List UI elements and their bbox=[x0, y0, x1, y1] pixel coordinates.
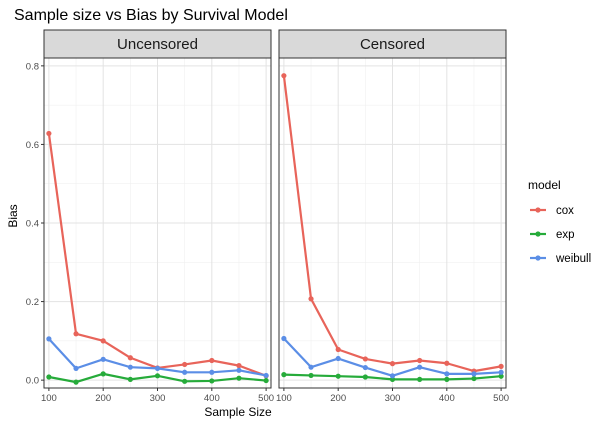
x-tick-label: 500 bbox=[493, 393, 509, 404]
x-tick-label: 400 bbox=[439, 393, 455, 404]
x-tick-label: 300 bbox=[150, 393, 166, 404]
data-point-weibull bbox=[417, 364, 423, 370]
data-point-cox bbox=[308, 296, 314, 302]
data-point-exp bbox=[209, 378, 215, 384]
x-tick-label: 500 bbox=[258, 393, 274, 404]
data-point-cox bbox=[182, 361, 188, 368]
data-point-weibull bbox=[236, 367, 242, 373]
data-point-weibull bbox=[100, 356, 106, 362]
data-point-weibull bbox=[263, 372, 269, 379]
legend-item-weibull: weibull bbox=[530, 253, 591, 265]
data-point-weibull bbox=[335, 355, 341, 362]
data-point-weibull bbox=[209, 369, 215, 375]
legend: model cox exp weibull bbox=[528, 178, 591, 265]
data-point-weibull bbox=[281, 335, 287, 342]
x-tick-label: 400 bbox=[204, 393, 220, 404]
data-point-weibull bbox=[444, 371, 450, 377]
y-tick-label: 0.2 bbox=[26, 297, 39, 308]
legend-key-point bbox=[535, 231, 541, 237]
legend-label: exp bbox=[556, 229, 575, 241]
data-point-weibull bbox=[389, 373, 396, 379]
x-tick-label: 200 bbox=[330, 393, 346, 404]
data-point-cox bbox=[73, 331, 79, 337]
data-point-cox bbox=[498, 363, 504, 369]
data-point-weibull bbox=[471, 371, 477, 377]
legend-item-exp: exp bbox=[530, 229, 575, 241]
data-point-cox bbox=[236, 363, 242, 369]
y-axis-title: Bias bbox=[6, 204, 20, 227]
data-point-weibull bbox=[498, 369, 504, 375]
data-point-exp bbox=[182, 378, 188, 384]
data-point-cox bbox=[209, 357, 215, 364]
data-point-cox bbox=[281, 73, 287, 79]
data-point-exp bbox=[471, 375, 477, 382]
facet-strip-label: Uncensored bbox=[117, 36, 198, 53]
data-point-cox bbox=[100, 338, 106, 344]
legend-label: weibull bbox=[555, 253, 591, 265]
x-tick-label: 200 bbox=[95, 393, 111, 404]
data-point-exp bbox=[281, 372, 287, 378]
facet-strip bbox=[43, 29, 272, 59]
y-tick-label: 0.4 bbox=[26, 219, 39, 230]
x-tick-label: 100 bbox=[41, 393, 57, 404]
legend-key-point bbox=[535, 207, 541, 213]
data-point-exp bbox=[100, 371, 106, 377]
x-axis-title: Sample Size bbox=[204, 405, 272, 419]
data-point-cox bbox=[362, 356, 368, 362]
facet-panel-censored: Censored bbox=[278, 29, 507, 389]
data-point-weibull bbox=[308, 364, 314, 370]
legend-label: cox bbox=[556, 205, 574, 217]
data-point-weibull bbox=[154, 365, 161, 371]
data-point-weibull bbox=[127, 364, 133, 370]
data-point-exp bbox=[263, 377, 269, 384]
facet-panels: Uncensored Censored bbox=[43, 29, 507, 389]
data-point-cox bbox=[389, 361, 396, 367]
x-axis: 100 200 300 400 500 100 200 300 400 500 bbox=[41, 388, 509, 404]
legend-item-cox: cox bbox=[530, 205, 574, 217]
data-point-exp bbox=[362, 374, 368, 380]
data-point-weibull bbox=[182, 369, 188, 375]
data-point-exp bbox=[154, 373, 161, 379]
y-tick-label: 0.8 bbox=[26, 61, 39, 72]
legend-key-point bbox=[535, 255, 541, 261]
y-axis: 0.0 0.2 0.4 0.6 0.8 bbox=[26, 61, 44, 387]
data-point-exp bbox=[498, 373, 504, 379]
data-point-cox bbox=[46, 130, 52, 137]
y-tick-label: 0.0 bbox=[26, 376, 39, 387]
legend-title: model bbox=[528, 178, 561, 192]
x-tick-label: 300 bbox=[385, 393, 401, 404]
data-point-exp bbox=[335, 373, 341, 379]
data-point-weibull bbox=[46, 336, 52, 342]
data-point-exp bbox=[127, 376, 133, 382]
data-point-weibull bbox=[362, 364, 368, 371]
data-point-cox bbox=[444, 360, 450, 366]
data-point-exp bbox=[444, 376, 450, 382]
data-point-exp bbox=[417, 376, 423, 382]
data-point-weibull bbox=[73, 365, 79, 371]
facet-panel-uncensored: Uncensored bbox=[43, 29, 272, 389]
data-point-exp bbox=[308, 372, 314, 379]
x-tick-label: 100 bbox=[276, 393, 292, 404]
chart-title: Sample size vs Bias by Survival Model bbox=[14, 7, 288, 24]
y-tick-label: 0.6 bbox=[26, 140, 39, 151]
data-point-exp bbox=[236, 375, 242, 381]
data-point-cox bbox=[417, 357, 423, 364]
data-point-cox bbox=[335, 346, 341, 353]
data-point-exp bbox=[46, 374, 52, 380]
data-point-cox bbox=[127, 355, 133, 361]
facet-strip-label: Censored bbox=[360, 36, 425, 53]
data-point-exp bbox=[73, 379, 79, 385]
